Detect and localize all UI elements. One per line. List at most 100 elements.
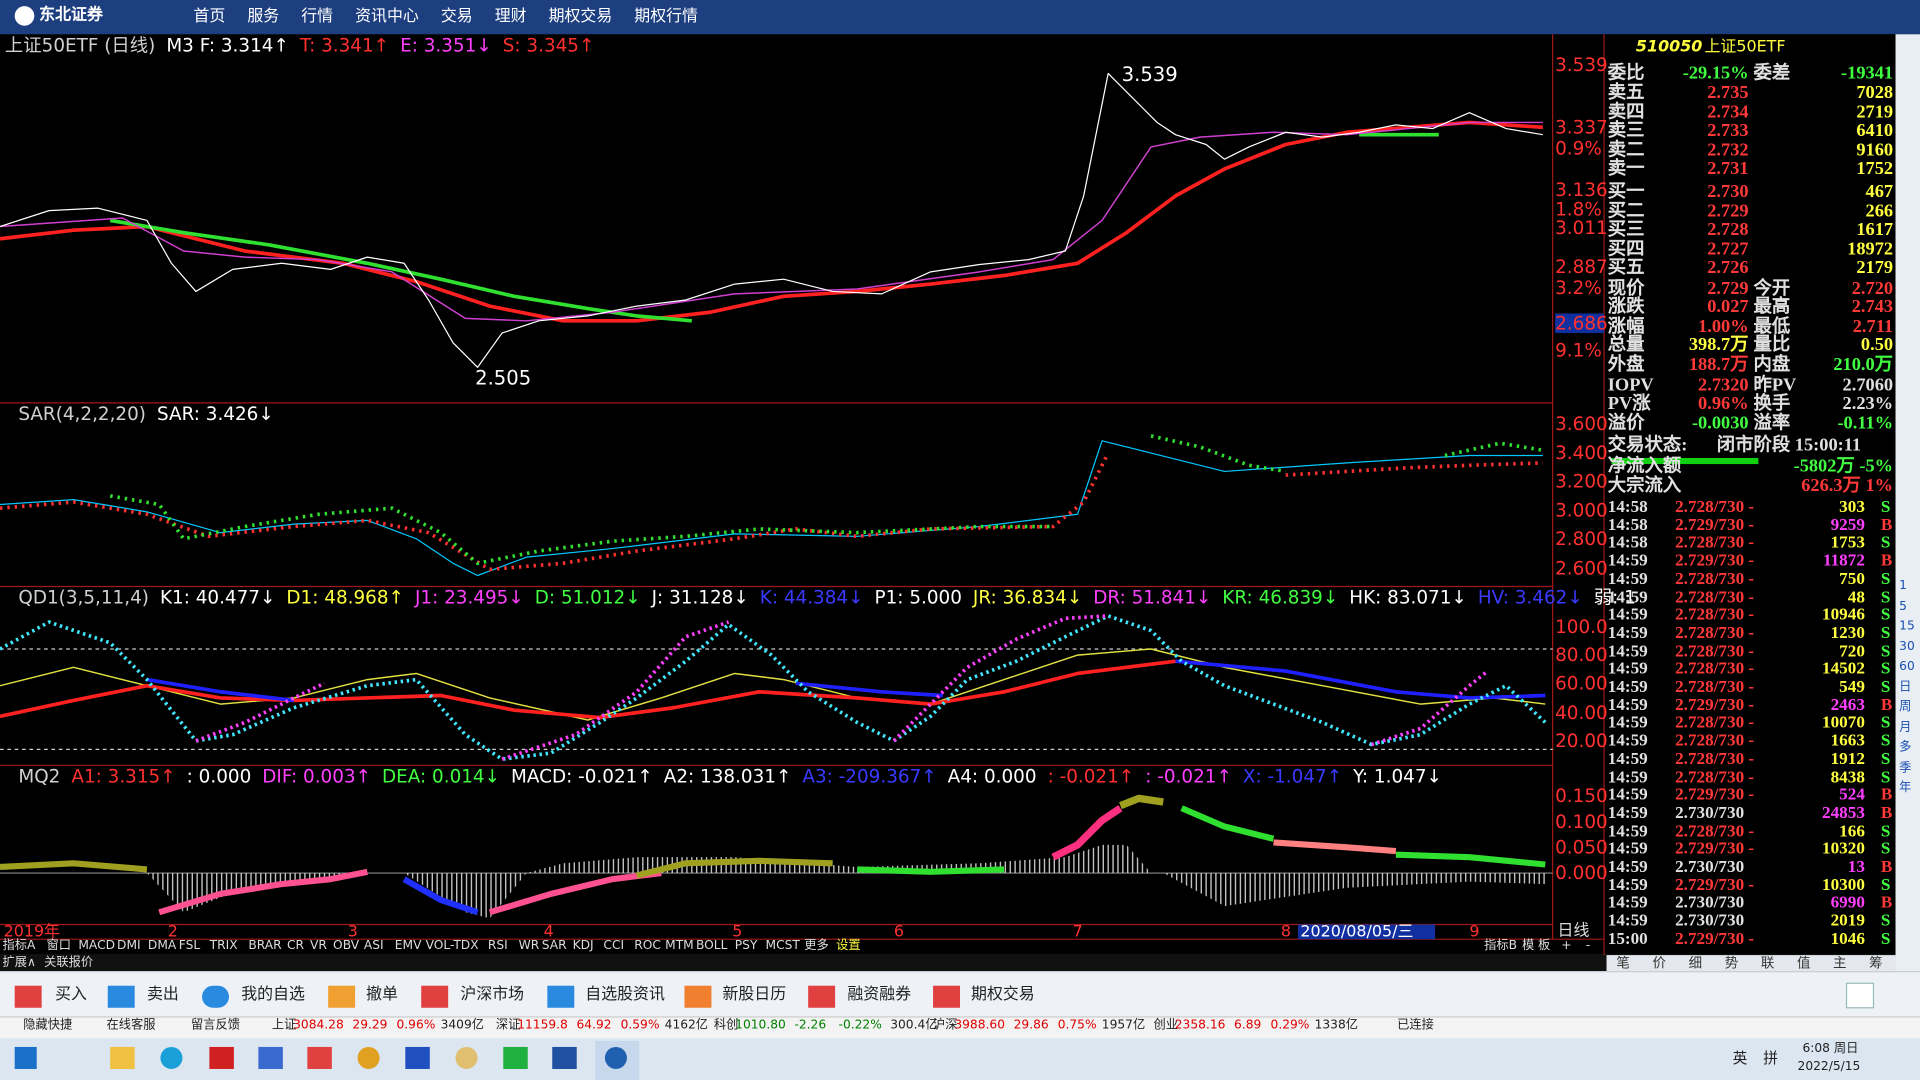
side-button[interactable]: 季: [1899, 761, 1912, 775]
clock-date: 2022/5/15: [1797, 1060, 1861, 1074]
side-button[interactable]: 月: [1899, 720, 1912, 735]
indicator-tab[interactable]: SAR: [541, 939, 567, 953]
index-quote: 0.29%: [1270, 1018, 1310, 1033]
decor-polyline: [1150, 434, 1287, 474]
decor-polyline: [402, 876, 479, 916]
side-button[interactable]: 多: [1899, 740, 1912, 755]
menu-item[interactable]: 首页: [193, 7, 226, 26]
quote-tab[interactable]: 主: [1833, 955, 1847, 972]
indicator-tab[interactable]: CCI: [603, 939, 625, 953]
toolbar-button[interactable]: 卖出: [146, 985, 179, 1005]
indicator-tab[interactable]: DMA: [147, 939, 177, 953]
toolbar-button[interactable]: 沪深市场: [460, 985, 525, 1005]
quote-tab[interactable]: 细: [1688, 955, 1703, 972]
indicator-tab[interactable]: WR: [518, 939, 540, 953]
toolbar-button[interactable]: 自选股资讯: [585, 985, 665, 1005]
quote-tab[interactable]: 值: [1796, 955, 1811, 972]
index-quote: 300.4亿: [890, 1018, 938, 1033]
toolbar-button[interactable]: 融资融券: [847, 985, 912, 1005]
side-button[interactable]: 15: [1899, 619, 1915, 634]
indicator-tab[interactable]: MACD: [78, 939, 116, 953]
legend-item: HV: 3.462↓: [1477, 586, 1583, 609]
trade-volume: 48: [1847, 588, 1865, 607]
toolbar-button[interactable]: 我的自选: [241, 985, 305, 1005]
indicator-tab[interactable]: 设置: [836, 939, 861, 953]
indicator-tab[interactable]: 指标B: [1484, 939, 1517, 953]
indicator-tab[interactable]: MTM: [665, 939, 694, 953]
quote-tab[interactable]: 联: [1760, 955, 1775, 972]
menu-item[interactable]: 资讯中心: [355, 7, 419, 26]
ime-indicator[interactable]: 英: [1732, 1049, 1748, 1067]
menu-item[interactable]: 理财: [494, 7, 527, 26]
indicator-tab[interactable]: OBV: [333, 939, 360, 953]
quote-label: 最高: [1753, 298, 1791, 318]
indicator-tab[interactable]: BRAR: [248, 939, 282, 953]
trade-time: 14:59: [1607, 750, 1648, 769]
quote-tab[interactable]: 筹: [1869, 955, 1883, 972]
side-button[interactable]: 年: [1899, 781, 1912, 795]
side-button[interactable]: 周: [1899, 700, 1912, 714]
trade-side: S: [1880, 822, 1891, 841]
quote-value: 398.7万: [1688, 335, 1749, 356]
quote-tab[interactable]: 势: [1724, 955, 1739, 972]
side-button[interactable]: 30: [1899, 639, 1915, 654]
indicator-tab[interactable]: 板: [1537, 939, 1551, 953]
side-button[interactable]: 5: [1899, 599, 1907, 613]
legend-item: MACD: -0.021↑: [511, 765, 653, 788]
y-axis-label: 9.1%: [1555, 339, 1602, 362]
indicator-tab[interactable]: EMV: [394, 939, 422, 953]
status-link[interactable]: 在线客服: [106, 1018, 156, 1033]
indicator-tab[interactable]: CR: [287, 939, 305, 953]
indicator-tab[interactable]: 窗口: [46, 939, 72, 953]
indicator-tab[interactable]: PSY: [734, 939, 758, 953]
toolbar-button[interactable]: 买入: [55, 985, 87, 1005]
indicator-tab[interactable]: -: [1585, 939, 1591, 953]
indicator-tab[interactable]: RSI: [487, 939, 508, 953]
order-price: 2.730: [1707, 182, 1749, 203]
decor-rect: [110, 1046, 135, 1069]
indicator-tab[interactable]: BOLL: [695, 939, 728, 953]
indicator-tab[interactable]: 模: [1522, 939, 1535, 953]
side-button[interactable]: 日: [1899, 680, 1912, 694]
indicator-tab[interactable]: DMI: [117, 939, 141, 953]
menu-item[interactable]: 交易: [440, 7, 473, 26]
toolbar-button[interactable]: 新股日历: [722, 985, 787, 1005]
indicator-tab[interactable]: VR: [310, 939, 327, 953]
indicator-tab[interactable]: MCST: [765, 939, 800, 953]
indicator-tab[interactable]: 更多: [804, 939, 829, 953]
legend-item: X: -1.047↑: [1242, 765, 1343, 788]
legend-item: DEA: 0.014↓: [382, 765, 501, 788]
quote-tab[interactable]: 笔: [1616, 955, 1630, 972]
indicator-tab[interactable]: VOL-TDX: [425, 939, 479, 953]
decor-polyline: [158, 868, 368, 916]
indicator-tab[interactable]: FSL: [178, 939, 201, 953]
status-link[interactable]: 留言反馈: [191, 1018, 241, 1033]
menu-item[interactable]: 服务: [247, 7, 280, 26]
decor-polygon: [404, 873, 527, 919]
menu-item[interactable]: 期权行情: [634, 7, 698, 26]
quote-value: 188.7万: [1688, 354, 1749, 375]
side-button[interactable]: 60: [1899, 660, 1915, 674]
decor-polyline: [1273, 839, 1397, 855]
trade-price: 2.729/730 -: [1675, 840, 1755, 859]
quote-tab[interactable]: 价: [1652, 955, 1666, 972]
decor-rect: [328, 985, 356, 1008]
extension-link[interactable]: 关联报价: [44, 956, 94, 970]
side-button[interactable]: 1: [1899, 579, 1907, 593]
ime-indicator[interactable]: 拼: [1763, 1049, 1778, 1067]
flow-value: -5802万 -5%: [1793, 456, 1894, 477]
toolbar-button[interactable]: 撤单: [366, 985, 398, 1005]
quote-label: 内盘: [1753, 354, 1791, 375]
order-price: 2.731: [1707, 159, 1749, 180]
indicator-tab[interactable]: TRIX: [209, 939, 238, 953]
indicator-tab[interactable]: ROC: [634, 939, 661, 953]
indicator-tab[interactable]: 指标A: [2, 939, 36, 953]
extension-link[interactable]: 扩展∧: [2, 956, 36, 970]
menu-item[interactable]: 期权交易: [548, 7, 613, 26]
status-link[interactable]: 隐藏快捷: [23, 1018, 73, 1033]
indicator-tab[interactable]: ASI: [363, 939, 384, 953]
indicator-tab[interactable]: +: [1561, 939, 1572, 953]
toolbar-button[interactable]: 期权交易: [971, 985, 1035, 1005]
indicator-tab[interactable]: KDJ: [572, 939, 594, 953]
menu-item[interactable]: 行情: [301, 7, 334, 26]
